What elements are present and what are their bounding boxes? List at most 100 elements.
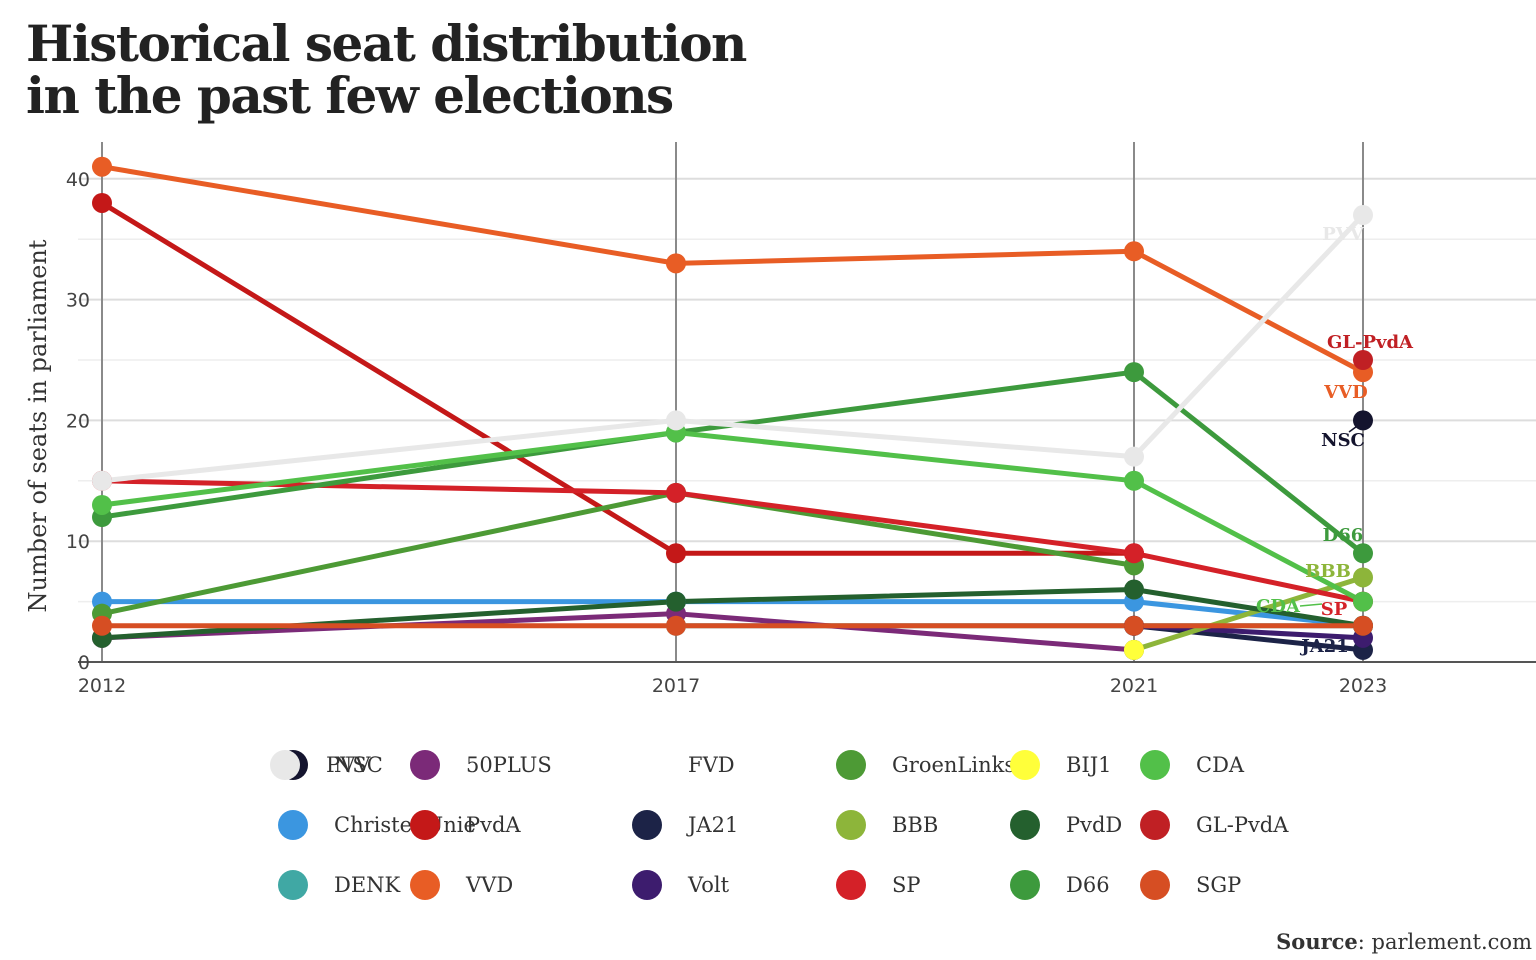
data-point-bbb [1353, 567, 1373, 588]
data-point-gl-pvda [1353, 350, 1373, 370]
data-point-pvv [92, 470, 112, 491]
leader-line [1299, 603, 1323, 607]
legend-swatch [410, 750, 440, 780]
series-line-cda [101, 429, 1365, 604]
series-layer [92, 156, 1373, 660]
legend-swatch [1010, 810, 1040, 840]
legend-swatch [836, 870, 866, 900]
data-point-d66 [1124, 362, 1144, 383]
legend-swatch [270, 750, 300, 780]
data-point-sgp [1124, 615, 1144, 636]
legend-label: ChristenUnie [334, 813, 476, 837]
chart-title-line-1: Historical seat distribution [26, 14, 747, 73]
grid-layer [78, 142, 1536, 662]
legend-item-groenlinks: GroenLinks [836, 745, 1015, 785]
legend-item-sp: SP [836, 865, 921, 905]
end-label-nsc: NSC [1321, 430, 1365, 451]
legend-item-denk: DENK [278, 865, 400, 905]
legend-label: Volt [688, 873, 730, 897]
legend-label: JA21 [688, 813, 739, 837]
legend-label: PvdD [1066, 813, 1123, 837]
legend-swatch [1140, 750, 1170, 780]
series-line-sp [101, 478, 1364, 605]
legend-item-50plus: 50PLUS [410, 745, 552, 785]
legend-item-sgp: SGP [1140, 865, 1241, 905]
legend-swatch [1010, 870, 1040, 900]
series-line-pvv [101, 213, 1365, 484]
y-axis-title: Number of seats in parliament [24, 239, 52, 612]
legend-item-fvd: FVD [632, 745, 735, 785]
x-tick-label: 2023 [1339, 675, 1387, 697]
leader-line [1348, 423, 1361, 433]
axis-layer: 0 10 20 30 40 2012 2017 2021 2023 Number of seats… [24, 169, 1536, 697]
legend-swatch [632, 870, 662, 900]
source-label: Source [1276, 929, 1358, 954]
legend-item-pvdd: PvdD [1010, 805, 1122, 845]
series-line-50plus [101, 611, 1135, 653]
legend-item-gl-pvda: GL-PvdA [1140, 805, 1288, 845]
legend-label: PVV [326, 753, 371, 777]
legend-label: GL-PvdA [1196, 813, 1289, 837]
series-line-bbb [1133, 575, 1364, 653]
data-point-cda [92, 494, 112, 515]
legend-swatch [278, 870, 308, 900]
series-line-vvd [101, 164, 1365, 375]
legend-label: SP [892, 873, 921, 897]
y-tick-label: 30 [66, 290, 90, 312]
data-point-cda [1353, 591, 1373, 612]
legend-item-d66: D66 [1010, 865, 1110, 905]
data-point-sp [1124, 543, 1144, 564]
end-label-d66: D66 [1323, 525, 1364, 546]
end-label-pvv: PVV [1322, 224, 1365, 245]
end-label-cda: CDA [1256, 596, 1301, 617]
chart-title: Historical seat distribution in the past… [26, 14, 747, 125]
legend-label: BIJ1 [1066, 753, 1112, 777]
data-point-d66 [1353, 543, 1373, 564]
series-line-d66 [101, 369, 1365, 556]
end-label-bbb: BBB [1305, 561, 1351, 582]
legend-swatch [278, 810, 308, 840]
legend-swatch [1140, 810, 1170, 840]
data-point-vvd [92, 156, 112, 177]
legend-item-vvd: VVD [410, 865, 513, 905]
legend-item-christenunie: ChristenUnie [278, 805, 476, 845]
legend: NSC ChristenUnie DENK 50PLUS PvdA VVD FVD JA21 V… [270, 735, 1288, 925]
x-tick-label: 2017 [652, 675, 700, 697]
data-point-pvda [92, 192, 112, 213]
legend-label: PvdA [466, 813, 521, 837]
legend-item-bbb: BBB [836, 805, 938, 845]
y-tick-label: 20 [66, 410, 90, 432]
end-label-gl-pvda: GL-PvdA [1327, 332, 1414, 353]
legend-label: CDA [1196, 753, 1245, 777]
data-point-pvdd [666, 591, 686, 612]
legend-item-pvv: PVV [270, 745, 370, 785]
legend-item-ja21: JA21 [632, 805, 738, 845]
data-point-pvda [666, 543, 686, 564]
end-label-ja21: JA21 [1299, 636, 1349, 657]
end-label-vvd: VVD [1323, 382, 1368, 403]
data-point-sgp [92, 615, 112, 636]
legend-label: 50PLUS [466, 753, 552, 777]
series-line-pvdd [101, 587, 1364, 641]
legend-item-cda: CDA [1140, 745, 1244, 785]
data-point-sp [666, 482, 686, 503]
legend-item-bij1: BIJ1 [1010, 745, 1112, 785]
series-line-christenunie [102, 599, 1364, 629]
legend-label: VVD [466, 873, 514, 897]
legend-swatch [410, 870, 440, 900]
legend-label: GroenLinks [892, 753, 1016, 777]
legend-swatch [632, 810, 662, 840]
y-tick-label: 40 [66, 169, 90, 191]
data-point-sgp [1353, 615, 1373, 636]
legend-item-volt: Volt [632, 865, 729, 905]
data-point-pvv [666, 410, 686, 431]
legend-label: FVD [688, 753, 735, 777]
legend-swatch [836, 810, 866, 840]
legend-swatch [836, 750, 866, 780]
legend-swatch [1140, 870, 1170, 900]
chart-title-line-2: in the past few elections [26, 66, 674, 125]
legend-swatch [410, 810, 440, 840]
data-point-pvv [1353, 205, 1373, 226]
data-point-sgp [666, 615, 686, 636]
